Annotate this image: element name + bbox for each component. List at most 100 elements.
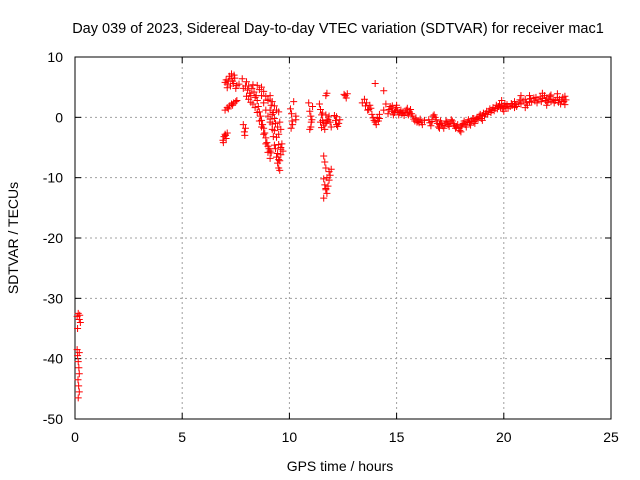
- data-point: [276, 166, 284, 174]
- data-point: [255, 117, 263, 125]
- x-tick-label: 20: [496, 429, 512, 445]
- data-point: [233, 96, 241, 104]
- data-point: [318, 124, 326, 132]
- data-point: [270, 102, 278, 110]
- data-point: [402, 106, 410, 114]
- data-point: [260, 87, 268, 95]
- data-point: [416, 115, 424, 123]
- data-point: [335, 119, 343, 127]
- data-point: [277, 145, 285, 153]
- data-point: [478, 116, 486, 124]
- data-point: [253, 81, 261, 89]
- axis-ticks: 0 5 10 15 20 25 -50 -40 -30 -20 -10 0 10: [43, 49, 619, 445]
- data-point: [230, 80, 238, 88]
- data-point: [471, 119, 479, 127]
- data-point: [427, 122, 435, 130]
- data-point: [368, 110, 376, 118]
- data-point: [229, 101, 237, 109]
- data-point: [428, 118, 436, 126]
- data-point: [457, 128, 465, 136]
- y-tick-label: -50: [43, 411, 63, 427]
- data-point: [372, 121, 380, 129]
- data-point: [521, 104, 529, 112]
- data-point: [275, 140, 283, 148]
- data-point: [561, 92, 569, 100]
- data-point: [270, 115, 278, 123]
- data-point: [336, 116, 344, 124]
- data-point: [268, 120, 276, 128]
- data-point: [375, 110, 383, 118]
- data-point: [276, 118, 284, 126]
- data-point: [325, 112, 333, 120]
- data-point: [306, 125, 314, 133]
- data-point: [223, 84, 231, 92]
- data-point: [269, 133, 277, 141]
- y-tick-label: -20: [43, 230, 63, 246]
- data-point: [258, 123, 266, 131]
- data-point: [498, 96, 506, 104]
- x-tick-label: 10: [282, 429, 298, 445]
- data-point: [267, 149, 275, 157]
- data-point: [235, 80, 243, 88]
- data-point: [289, 121, 297, 129]
- data-point: [271, 119, 279, 127]
- data-point: [254, 102, 262, 110]
- data-point: [267, 101, 275, 109]
- data-point: [276, 157, 284, 165]
- data-point: [264, 96, 272, 104]
- data-point: [537, 98, 545, 106]
- data-point: [360, 95, 368, 103]
- data-point: [462, 123, 470, 131]
- data-point: [445, 122, 453, 130]
- data-point: [380, 106, 388, 114]
- data-point: [232, 98, 240, 106]
- data-point: [321, 158, 329, 166]
- data-point: [321, 181, 329, 189]
- data-point: [370, 116, 378, 124]
- data-point: [507, 99, 515, 107]
- data-point: [322, 185, 330, 193]
- data-point: [382, 100, 390, 108]
- data-point: [484, 110, 492, 118]
- data-point: [74, 394, 82, 402]
- y-tick-label: 0: [55, 109, 63, 125]
- data-point: [290, 98, 298, 106]
- data-point: [239, 121, 247, 129]
- data-point: [388, 102, 396, 110]
- data-point: [442, 117, 450, 125]
- data-point: [74, 376, 82, 384]
- data-point: [327, 165, 335, 173]
- data-point: [418, 121, 426, 129]
- data-point: [256, 112, 264, 120]
- data-point: [260, 130, 268, 138]
- data-point: [227, 75, 235, 83]
- data-point: [219, 139, 227, 147]
- data-point: [263, 139, 271, 147]
- data-point: [503, 101, 511, 109]
- data-point: [270, 127, 278, 135]
- data-point: [319, 109, 327, 117]
- data-point: [266, 154, 274, 162]
- data-point: [521, 95, 529, 103]
- data-point: [275, 108, 283, 116]
- data-point: [543, 101, 551, 109]
- data-point: [268, 98, 276, 106]
- data-point: [432, 116, 440, 124]
- data-point: [425, 116, 433, 124]
- data-point: [292, 116, 300, 124]
- data-point: [323, 89, 331, 97]
- data-points: [73, 70, 570, 402]
- y-tick-label: -10: [43, 170, 63, 186]
- data-point: [241, 131, 249, 139]
- data-point: [409, 112, 417, 120]
- data-point: [470, 115, 478, 123]
- chart-title: Day 039 of 2023, Sidereal Day-to-day VTE…: [72, 21, 604, 37]
- data-point: [261, 129, 269, 137]
- data-point: [562, 96, 570, 104]
- data-point: [243, 78, 251, 86]
- data-point: [320, 152, 328, 160]
- data-point: [241, 124, 249, 132]
- data-point: [435, 124, 443, 132]
- data-point: [249, 81, 257, 89]
